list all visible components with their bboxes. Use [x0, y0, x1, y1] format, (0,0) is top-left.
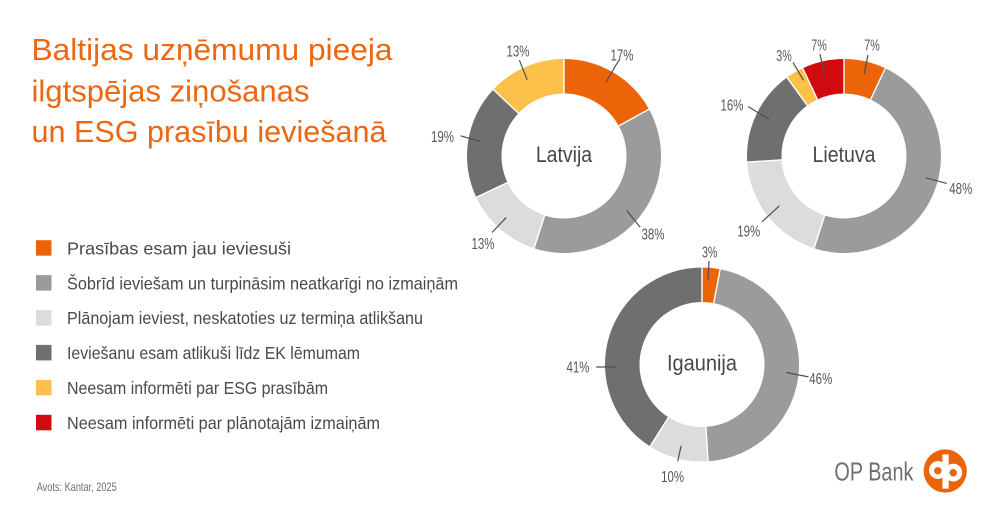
- svg-text:Neesam informēti par plānotajā: Neesam informēti par plānotajām izmaiņām: [67, 413, 380, 433]
- svg-text:Lietuva: Lietuva: [813, 142, 877, 167]
- svg-text:un ESG prasību ieviešanā: un ESG prasību ieviešanā: [32, 114, 388, 149]
- svg-text:3%: 3%: [776, 48, 792, 65]
- svg-text:48%: 48%: [949, 181, 972, 198]
- svg-text:Neesam informēti par ESG prasī: Neesam informēti par ESG prasībām: [67, 378, 328, 398]
- svg-text:16%: 16%: [721, 98, 744, 115]
- svg-text:19%: 19%: [431, 129, 454, 146]
- svg-text:Latvija: Latvija: [536, 142, 593, 167]
- svg-text:7%: 7%: [811, 38, 827, 55]
- svg-text:ilgtspējas ziņošanas: ilgtspējas ziņošanas: [32, 73, 310, 108]
- svg-text:19%: 19%: [737, 224, 760, 241]
- svg-text:7%: 7%: [864, 38, 880, 55]
- svg-text:Baltijas uzņēmumu pieeja: Baltijas uzņēmumu pieeja: [32, 32, 394, 67]
- svg-text:Plānojam ieviest, neskatoties: Plānojam ieviest, neskatoties uz termiņa…: [67, 308, 423, 328]
- svg-text:Ieviešanu esam atlikuši līdz E: Ieviešanu esam atlikuši līdz EK lēmumam: [67, 343, 360, 363]
- svg-text:13%: 13%: [472, 236, 495, 253]
- svg-text:41%: 41%: [567, 360, 590, 377]
- svg-text:38%: 38%: [642, 227, 665, 244]
- svg-text:Šobrīd ieviešam un turpināsim: Šobrīd ieviešam un turpināsim neatkarīgi…: [67, 272, 458, 293]
- svg-text:17%: 17%: [611, 48, 634, 65]
- svg-text:Prasības esam jau ieviesuši: Prasības esam jau ieviesuši: [67, 238, 291, 258]
- svg-text:13%: 13%: [507, 44, 530, 61]
- svg-text:Avots: Kantar, 2025: Avots: Kantar, 2025: [37, 480, 117, 494]
- svg-text:Igaunija: Igaunija: [667, 350, 738, 375]
- svg-text:OP Bank: OP Bank: [834, 457, 914, 487]
- svg-text:10%: 10%: [661, 469, 684, 486]
- svg-text:46%: 46%: [809, 371, 832, 388]
- svg-text:3%: 3%: [702, 245, 718, 262]
